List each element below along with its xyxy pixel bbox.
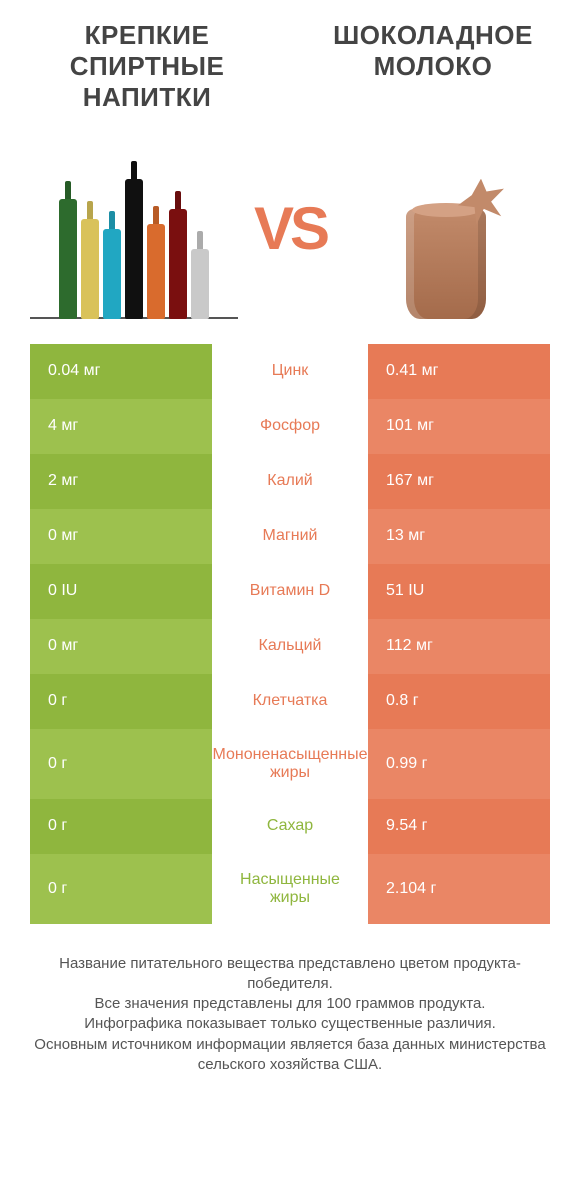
splash-icon xyxy=(458,179,504,225)
right-value: 13 мг xyxy=(368,509,550,564)
nutrient-label: Мононенасыщенные жиры xyxy=(212,729,368,799)
footer-line: Инфографика показывает только существенн… xyxy=(30,1014,550,1034)
footer-line: Основным источником информации является … xyxy=(30,1035,550,1076)
nutrient-label: Цинк xyxy=(212,344,368,399)
bottle-icon xyxy=(59,199,77,319)
comparison-table: 0.04 мгЦинк0.41 мг4 мгФосфор101 мг2 мгКа… xyxy=(30,344,550,924)
left-product-image xyxy=(30,139,238,319)
left-value: 0 IU xyxy=(30,564,212,619)
left-value: 0.04 мг xyxy=(30,344,212,399)
footer-line: Все значения представлены для 100 граммо… xyxy=(30,994,550,1014)
nutrient-label: Магний xyxy=(212,509,368,564)
left-product-title: КРЕПКИЕ СПИРТНЫЕ НАПИТКИ xyxy=(30,20,264,114)
header: КРЕПКИЕ СПИРТНЫЕ НАПИТКИ ШОКОЛАДНОЕ МОЛО… xyxy=(0,0,580,124)
left-value: 4 мг xyxy=(30,399,212,454)
table-row: 0.04 мгЦинк0.41 мг xyxy=(30,344,550,399)
right-value: 112 мг xyxy=(368,619,550,674)
chocolate-milk-glass xyxy=(406,209,486,319)
table-row: 0 гСахар9.54 г xyxy=(30,799,550,854)
bottle-icon xyxy=(125,179,143,319)
nutrient-label: Насыщенные жиры xyxy=(212,854,368,924)
left-value: 0 мг xyxy=(30,509,212,564)
nutrient-label: Калий xyxy=(212,454,368,509)
right-value: 101 мг xyxy=(368,399,550,454)
table-row: 4 мгФосфор101 мг xyxy=(30,399,550,454)
image-row: VS xyxy=(0,124,580,344)
bottle-icon xyxy=(147,224,165,319)
right-product-title: ШОКОЛАДНОЕ МОЛОКО xyxy=(316,20,550,82)
table-row: 0 мгМагний13 мг xyxy=(30,509,550,564)
right-value: 167 мг xyxy=(368,454,550,509)
nutrient-label: Клетчатка xyxy=(212,674,368,729)
left-value: 0 г xyxy=(30,799,212,854)
bottle-icon xyxy=(191,249,209,319)
footer-notes: Название питательного вещества представл… xyxy=(0,924,580,1076)
bottle-icon xyxy=(81,219,99,319)
bottle-icon xyxy=(103,229,121,319)
right-product-image xyxy=(342,139,550,319)
right-value: 0.41 мг xyxy=(368,344,550,399)
table-row: 0 мгКальций112 мг xyxy=(30,619,550,674)
right-value: 0.99 г xyxy=(368,729,550,799)
nutrient-label: Витамин D xyxy=(212,564,368,619)
table-row: 0 гМононенасыщенные жиры0.99 г xyxy=(30,729,550,799)
table-row: 2 мгКалий167 мг xyxy=(30,454,550,509)
table-row: 0 IUВитамин D51 IU xyxy=(30,564,550,619)
right-value: 0.8 г xyxy=(368,674,550,729)
nutrient-label: Кальций xyxy=(212,619,368,674)
nutrient-label: Сахар xyxy=(212,799,368,854)
nutrient-label: Фосфор xyxy=(212,399,368,454)
left-value: 0 г xyxy=(30,674,212,729)
right-value: 2.104 г xyxy=(368,854,550,924)
left-value: 0 г xyxy=(30,854,212,924)
bottle-icon xyxy=(169,209,187,319)
left-value: 2 мг xyxy=(30,454,212,509)
table-row: 0 гНасыщенные жиры2.104 г xyxy=(30,854,550,924)
vs-label: VS xyxy=(254,194,326,263)
left-value: 0 мг xyxy=(30,619,212,674)
table-row: 0 гКлетчатка0.8 г xyxy=(30,674,550,729)
footer-line: Название питательного вещества представл… xyxy=(30,954,550,995)
right-value: 9.54 г xyxy=(368,799,550,854)
left-value: 0 г xyxy=(30,729,212,799)
right-value: 51 IU xyxy=(368,564,550,619)
